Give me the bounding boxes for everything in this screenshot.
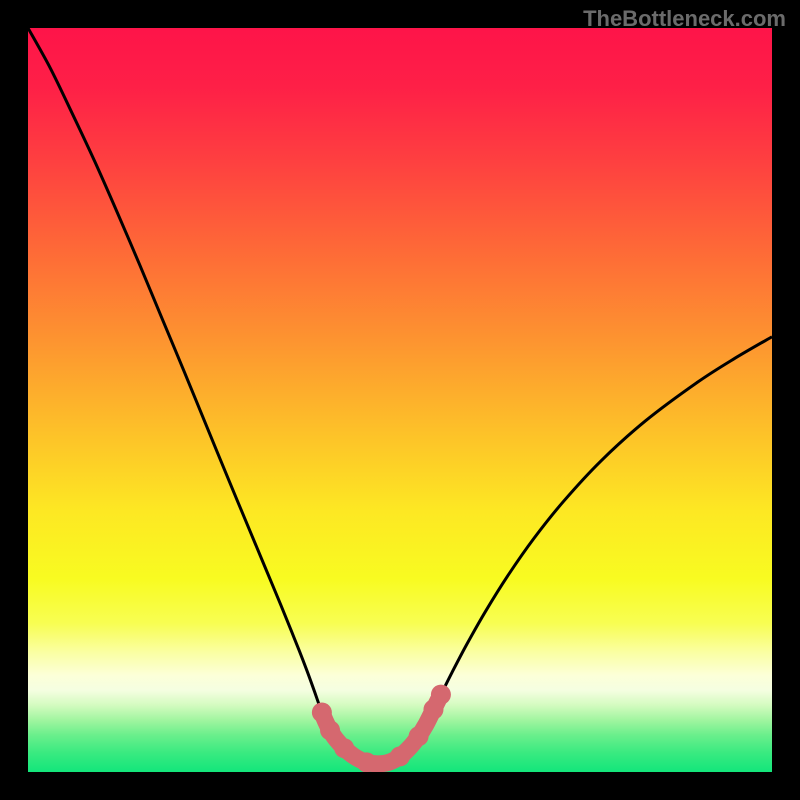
curve-marker [320, 720, 340, 740]
series-bottleneck-curve [28, 28, 772, 764]
attribution-label: TheBottleneck.com [583, 6, 786, 32]
curve-marker [312, 702, 332, 722]
curve-marker [409, 726, 429, 746]
chart-frame: TheBottleneck.com [0, 0, 800, 800]
curve-svg [28, 28, 772, 772]
curve-marker [357, 752, 377, 772]
plot-area [28, 28, 772, 772]
curve-marker [334, 738, 354, 758]
curve-marker [390, 746, 410, 766]
curve-marker [431, 685, 451, 705]
